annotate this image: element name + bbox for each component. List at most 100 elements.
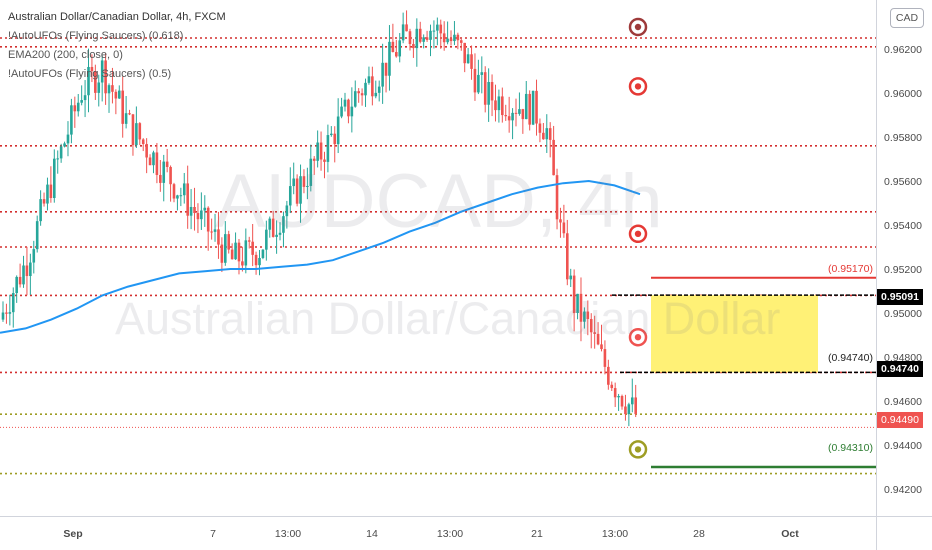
indicator-ema200[interactable]: EMA200 (200, close, 0) [8,49,123,61]
candle-body [292,178,295,187]
candle-body [418,28,422,42]
time-axis-tick: 13:00 [601,528,629,540]
currency-button[interactable]: CAD [890,8,924,28]
candle-body [265,229,268,250]
candle-body [459,40,463,43]
candle-body [159,174,162,183]
candle-body [138,123,142,140]
candle-body [521,109,525,120]
candle-body [196,213,200,220]
time-axis-tick: 21 [531,528,543,540]
candle-body [217,229,220,245]
candle-body [439,24,443,34]
candle-body [121,90,124,124]
indicator-ufo-0618[interactable]: !AutoUFOs (Flying Saucers) (0.618) [8,30,184,42]
candle-body [624,406,627,415]
candle-body [466,54,470,64]
current-price-tag: 0.94490 [877,412,923,428]
candle-body [114,91,118,99]
candle-body [193,207,196,214]
candle-body [470,54,473,69]
candle-body [15,276,18,294]
candle-body [141,139,145,145]
candle-body [330,133,333,136]
ufo-marker-dot [634,334,642,341]
candle-body [32,249,36,263]
candle-body [494,100,497,111]
price-axis-tick: 0.96200 [884,44,922,57]
price-axis-tick: 0.95600 [884,176,922,189]
candle-body [593,332,596,334]
candle-body [405,24,408,32]
candle-body [278,232,282,235]
candle-body [589,319,593,333]
price-axis-tick: 0.94600 [884,396,922,409]
candle-body [596,333,600,345]
candle-body [627,404,631,415]
candle-body [395,52,398,57]
candle-body [453,34,456,42]
zone-top-price-tag: 0.95091 [877,289,923,305]
candle-body [66,134,70,144]
candle-body [432,30,436,32]
time-axis-tick: 13:00 [274,528,302,540]
time-axis-tick: 13:00 [436,528,464,540]
candle-body [155,152,159,175]
ufo-marker-dot [634,446,642,453]
target-level-label: (0.94310) [828,442,873,454]
candle-body [70,105,73,135]
price-axis-tick: 0.94200 [884,484,922,497]
candle-body [490,82,494,101]
candle-body [162,161,166,183]
candle-body [39,199,42,222]
candle-body [381,62,384,87]
candle-body [285,205,289,217]
candle-body [117,90,121,99]
candle-body [340,106,343,117]
candle-body [87,66,90,96]
time-axis-tick: Oct [781,528,799,540]
candle-body [511,112,514,121]
candle-body [350,106,354,117]
candle-body [535,90,538,124]
trade-zone-box [651,295,818,373]
watermark-name: Australian Dollar/Canadian Dollar [115,293,781,344]
candle-body [111,85,114,92]
candle-body [545,128,549,140]
candle-body [230,249,234,260]
candle-body [42,199,46,204]
candle-body [422,37,425,42]
candle-body [97,82,101,93]
candle-body [347,99,350,117]
candle-body [49,184,53,198]
candle-body [11,293,15,313]
candle-body [224,234,227,263]
candle-body [309,158,313,186]
candle-body [124,113,128,124]
candle-body [288,186,292,206]
indicator-ufo-05[interactable]: !AutoUFOs (Flying Saucers) (0.5) [8,68,172,80]
candle-body [473,68,477,93]
candle-body [100,60,104,83]
candle-body [524,93,528,120]
ufo-marker-dot [634,23,642,31]
candle-body [227,234,231,250]
ufo-marker-ring [628,224,648,244]
ufo-marker-ring [628,327,648,347]
candle-body [552,139,555,176]
candle-body [610,384,614,389]
candle-body [165,161,169,167]
time-axis-tick: 14 [366,528,378,540]
candle-body [169,166,172,185]
candle-body [514,112,518,114]
candle-body [29,262,32,277]
chart-title[interactable]: Australian Dollar/Canadian Dollar, 4h, F… [8,11,226,23]
candle-body [254,254,258,266]
candle-body [73,105,77,112]
candle-body [600,344,603,350]
price-axis-tick: 0.95000 [884,308,922,321]
candle-body [312,158,316,161]
candle-body [80,100,83,103]
